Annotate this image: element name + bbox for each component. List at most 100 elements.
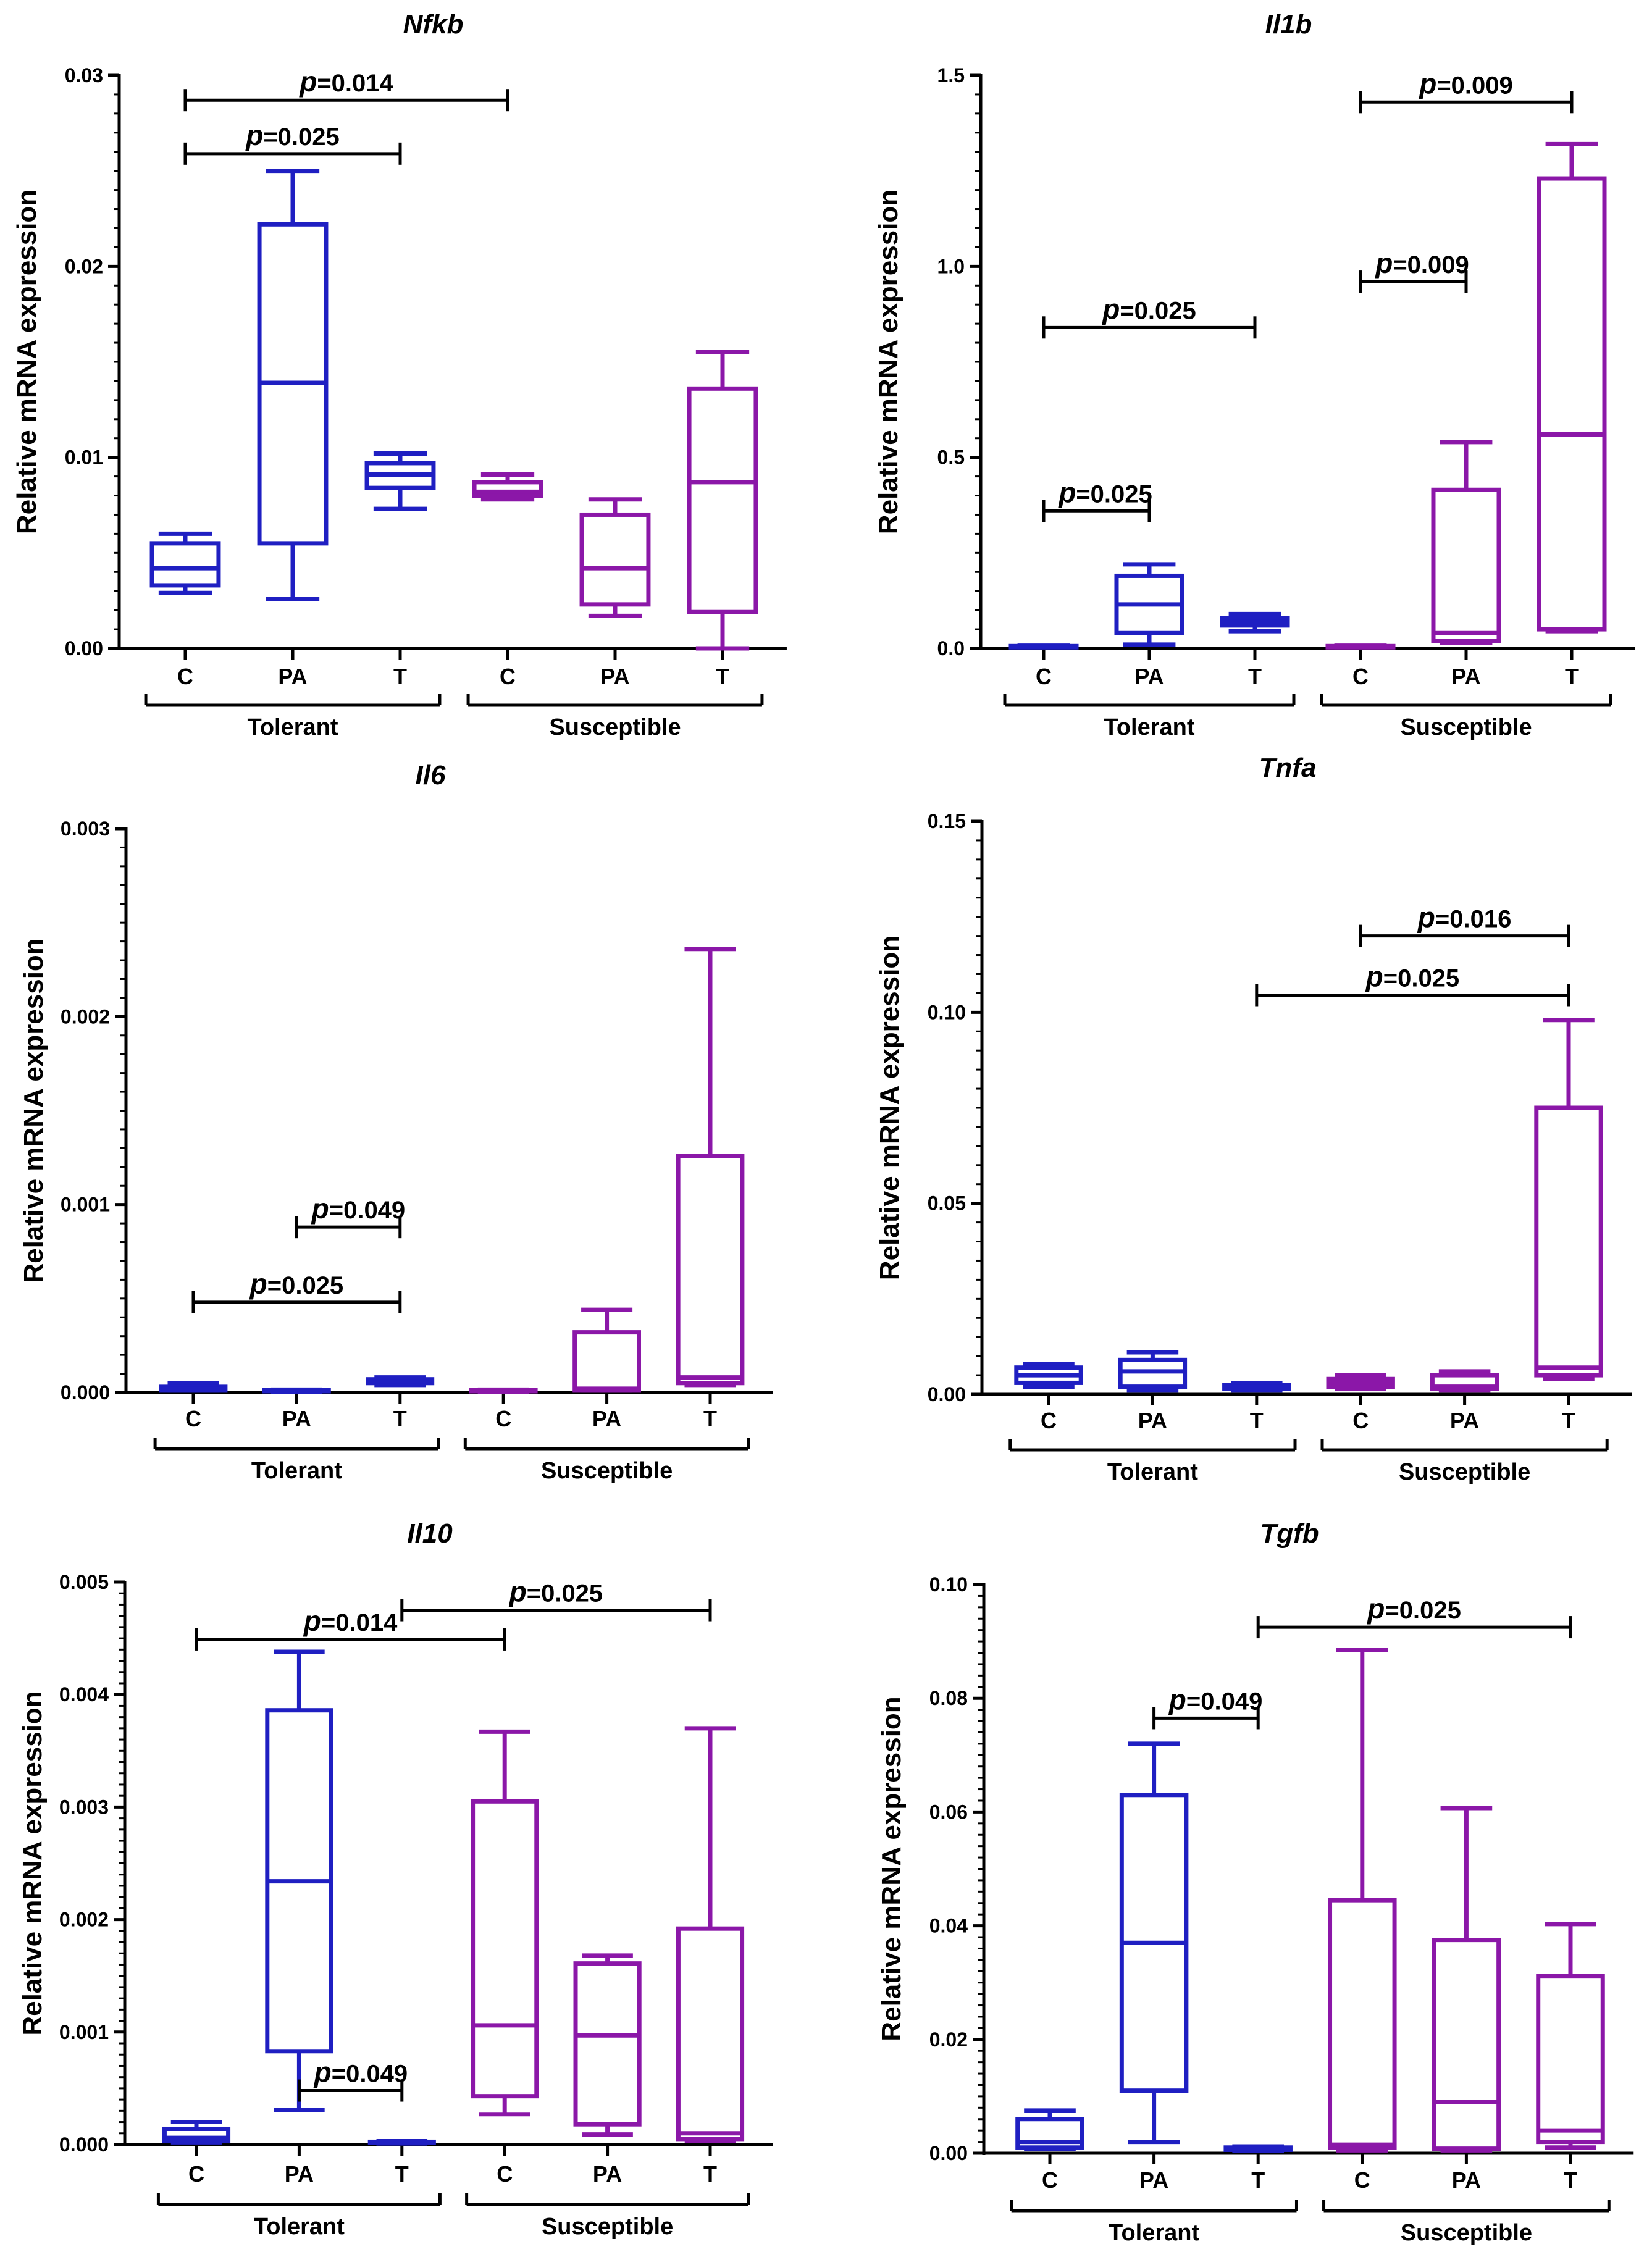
box-tolerant-pa [1119, 1741, 1189, 2145]
p-value-text: =0.014 [317, 70, 393, 97]
y-tick-label: 0.02 [929, 2029, 968, 2051]
p-value-text: =0.025 [527, 1580, 603, 1607]
x-tick-label: C [500, 664, 516, 689]
p-value-label: p=0.025 [1366, 1593, 1461, 1625]
panel-title: Nfkb [403, 9, 464, 40]
x-tick-label: T [395, 2161, 409, 2187]
significance-bar: p=0.009 [1359, 247, 1469, 293]
box-tolerant-pa [1118, 1350, 1188, 1393]
x-tick-label: PA [592, 1406, 621, 1431]
box-susceptible-c [1328, 1648, 1397, 2153]
x-tick-label: C [1042, 2167, 1058, 2193]
panel-il10: Il10 Relative mRNA expression 0.000 0.001 0.… [17, 1518, 773, 2240]
panel-title: Tnfa [1259, 753, 1317, 783]
x-tick-label: PA [1452, 2167, 1481, 2193]
x-tick-label: C [188, 2161, 204, 2187]
p-value-label: p=0.009 [1374, 247, 1469, 279]
p-value-label: p=0.049 [1168, 1683, 1263, 1715]
significance-bar: p=0.025 [1255, 960, 1570, 1007]
y-tick-label: 0.05 [928, 1192, 966, 1215]
p-value-text: =0.016 [1435, 906, 1511, 933]
box-iqr [573, 1961, 642, 2127]
x-tick-label: T [1565, 664, 1579, 689]
p-value-label: p=0.025 [249, 1268, 344, 1300]
box-susceptible-pa [573, 1953, 642, 2137]
x-tick-label: PA [1451, 664, 1480, 689]
y-tick-label: 1.0 [937, 255, 965, 277]
x-tick-label: PA [1139, 2167, 1168, 2193]
panel-nfkb: Nfkb Relative mRNA expression 0.00 0.01 0.02… [12, 9, 787, 740]
box-susceptible-pa [572, 1307, 641, 1393]
group-label: Tolerant [247, 714, 338, 740]
y-tick-label: 0.03 [65, 64, 103, 86]
group-bracket-susceptible: Susceptible [463, 1438, 750, 1484]
p-letter: p [1374, 247, 1393, 279]
x-tick-label: T [1248, 664, 1262, 689]
y-tick-label: 0.08 [929, 1687, 968, 1709]
box-susceptible-t [1534, 1018, 1603, 1381]
panel-title: Il10 [407, 1518, 453, 1549]
x-tick-label: T [393, 664, 407, 689]
x-tick-label: PA [278, 664, 307, 689]
group-label: Tolerant [1109, 2220, 1199, 2246]
box-susceptible-pa [1432, 1806, 1501, 2153]
box-iqr [1328, 1898, 1397, 2150]
y-axis-label: Relative mRNA expression [19, 938, 49, 1283]
significance-bar: p=0.014 [195, 1605, 506, 1651]
x-tick-label: PA [285, 2161, 314, 2187]
x-tick-label: C [1041, 1408, 1057, 1433]
box-iqr [1536, 1974, 1605, 2145]
x-tick-label: PA [1450, 1408, 1479, 1433]
x-tick-label: T [1562, 1408, 1575, 1433]
p-letter: p [1365, 960, 1383, 992]
y-tick-label: 0.01 [65, 446, 103, 469]
box-iqr [1537, 176, 1607, 632]
y-tick-label: 0.10 [929, 1573, 968, 1596]
box-iqr [162, 2126, 231, 2144]
p-value-label: p=0.025 [508, 1576, 603, 1608]
y-tick-label: 0.00 [65, 637, 103, 660]
group-bracket-tolerant: Tolerant [1003, 694, 1296, 740]
box-tolerant-pa [262, 1387, 331, 1394]
p-value-label: p=0.049 [313, 2056, 408, 2088]
box-susceptible-c [1326, 1373, 1395, 1391]
p-letter: p [1366, 1593, 1385, 1625]
x-tick-label: C [1354, 2167, 1370, 2193]
p-value-label: p=0.025 [1057, 476, 1152, 508]
significance-bar: p=0.025 [1256, 1593, 1572, 1639]
box-tolerant-t [1223, 2144, 1293, 2153]
x-tick-label: PA [593, 2161, 622, 2187]
x-tick-label: PA [600, 664, 629, 689]
p-letter: p [313, 2056, 332, 2088]
y-axis-label: Relative mRNA expression [12, 190, 42, 534]
box-iqr [1015, 2117, 1084, 2150]
significance-bar: p=0.049 [297, 2056, 408, 2102]
box-tolerant-pa [265, 1649, 333, 2113]
group-label: Susceptible [549, 714, 681, 740]
p-value-text: =0.009 [1436, 72, 1512, 99]
group-bracket-susceptible: Susceptible [1322, 2200, 1611, 2246]
p-value-label: p=0.014 [303, 1605, 398, 1637]
p-value-text: =0.025 [263, 124, 339, 151]
y-tick-label: 0.15 [928, 810, 966, 832]
box-iqr [1534, 1105, 1603, 1378]
box-susceptible-c [1325, 643, 1396, 650]
box-iqr [572, 1330, 641, 1393]
y-tick-label: 0.003 [59, 1796, 109, 1818]
p-value-label: p=0.049 [311, 1192, 406, 1225]
group-bracket-susceptible: Susceptible [1320, 694, 1612, 740]
y-tick-label: 0.0 [937, 637, 965, 660]
p-letter: p [245, 119, 263, 151]
y-tick-label: 0.00 [928, 1383, 966, 1405]
p-value-text: =0.025 [1385, 1597, 1461, 1624]
p-value-label: p=0.025 [1101, 293, 1196, 325]
significance-bar: p=0.025 [1042, 476, 1152, 522]
x-tick-label: C [177, 664, 193, 689]
significance-bar: p=0.016 [1359, 902, 1570, 947]
box-iqr [676, 1926, 745, 2142]
y-tick-label: 0.10 [928, 1001, 966, 1023]
box-susceptible-t [676, 1726, 745, 2144]
x-tick-label: C [495, 1406, 511, 1431]
box-tolerant-t [1220, 611, 1290, 634]
box-susceptible-c [472, 472, 543, 502]
